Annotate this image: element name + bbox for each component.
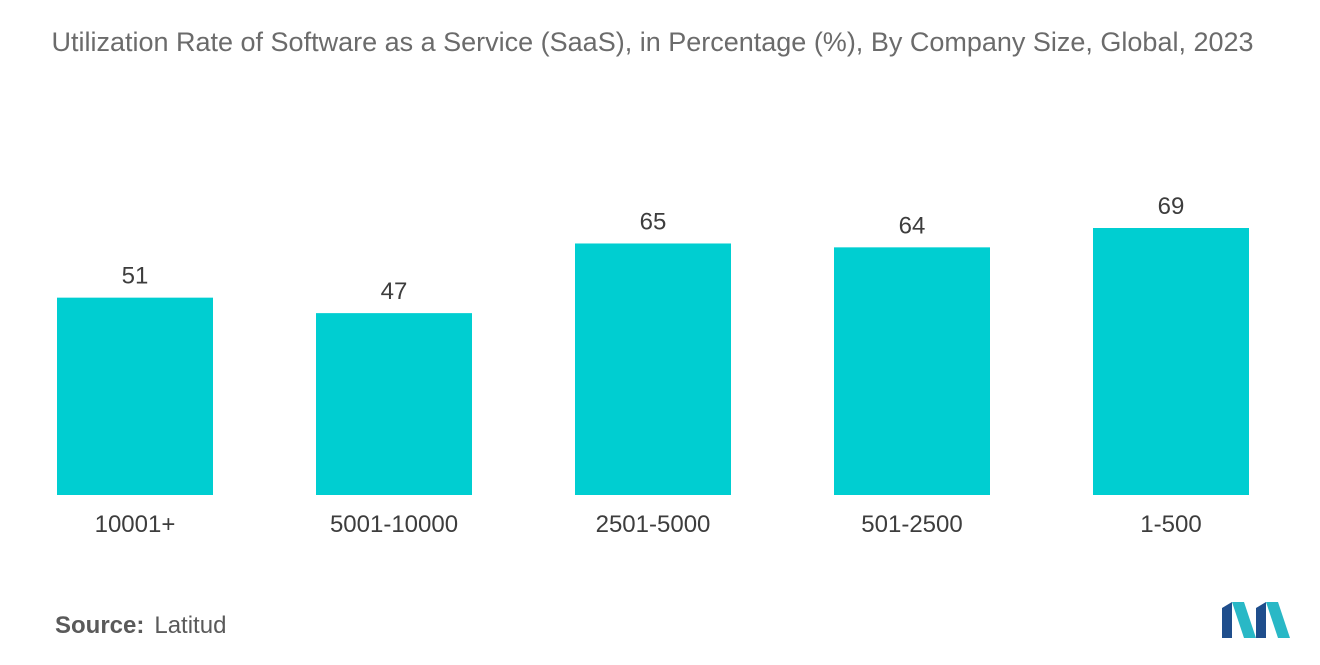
- bar-value-label: 64: [899, 212, 926, 239]
- source-label: Source:: [55, 612, 145, 639]
- x-tick-label: 2501-5000: [596, 511, 711, 538]
- bar-value-label: 51: [122, 263, 149, 290]
- x-tick-label: 10001+: [95, 511, 176, 538]
- x-tick-label: 501-2500: [861, 511, 962, 538]
- x-tick-label: 1-500: [1140, 511, 1201, 538]
- brand-logo-icon: [1222, 602, 1290, 638]
- bar-5001-10000: [316, 313, 472, 495]
- bar-2501-5000: [575, 243, 731, 495]
- source-value: Latitud: [154, 612, 227, 639]
- source-note: Source: Latitud: [55, 612, 226, 640]
- bar-501-2500: [834, 247, 990, 495]
- bar-value-label: 65: [640, 208, 667, 235]
- bar-value-label: 47: [381, 278, 408, 305]
- bar-value-label: 69: [1158, 193, 1185, 220]
- bar-10001+: [57, 297, 213, 495]
- bar-1-500: [1093, 228, 1249, 495]
- chart-title: Utilization Rate of Software as a Servic…: [51, 27, 1254, 57]
- x-tick-label: 5001-10000: [330, 511, 458, 538]
